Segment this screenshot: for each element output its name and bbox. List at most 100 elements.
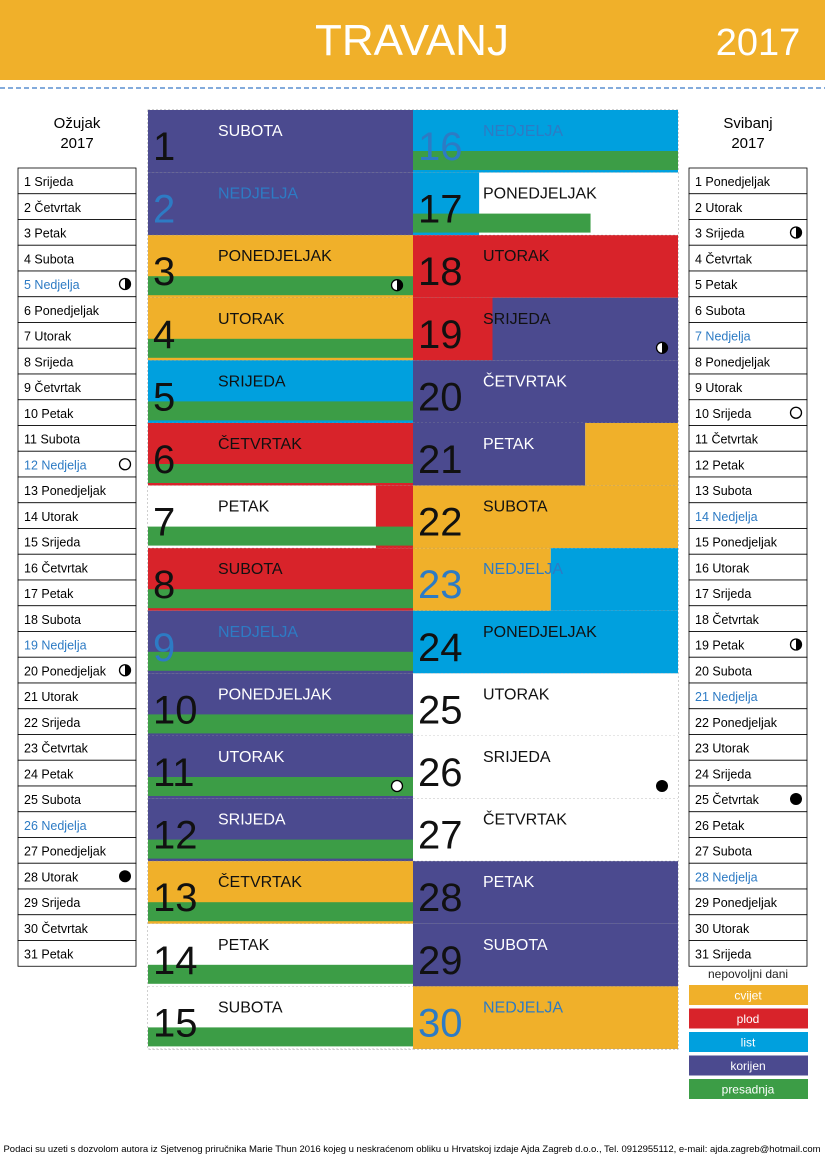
side-day-cell [17, 682, 137, 710]
day-fill [413, 235, 678, 298]
side-day: 5 Petak [695, 278, 738, 292]
side-day: 5 Nedjelja [24, 278, 80, 292]
side-day: 18 Četvrtak [695, 612, 760, 627]
side-day-cell [17, 193, 137, 220]
side-day-cell [688, 219, 808, 246]
day-name: SRIJEDA [483, 749, 551, 766]
side-day: 12 Petak [695, 458, 745, 472]
day-number: 11 [153, 751, 195, 795]
day-number: 5 [153, 375, 175, 419]
side-day: 4 Subota [24, 252, 74, 266]
moon [789, 406, 803, 419]
side-day: 1 Ponedjeljak [695, 175, 771, 189]
legend-label: list [741, 1036, 756, 1050]
side-day: 8 Ponedjeljak [695, 355, 771, 369]
transplant-bar [148, 526, 413, 546]
side-day-cell [17, 940, 137, 967]
side-day: 16 Četvrtak [24, 560, 89, 575]
day-number: 8 [153, 563, 175, 607]
transplant-bar [148, 839, 413, 859]
day-name: PONEDJELJAK [218, 248, 332, 265]
side-day: 22 Ponedjeljak [695, 716, 778, 730]
side-day: 3 Petak [24, 227, 67, 241]
side-day: 28 Utorak [24, 870, 79, 884]
side-day: 16 Utorak [695, 561, 750, 575]
side-day-cell [688, 579, 808, 607]
side-day-cell [17, 167, 137, 195]
side-day-cell [17, 553, 137, 581]
moon [390, 779, 404, 793]
day-name: ČETVRTAK [218, 872, 302, 891]
day-name: PONEDJELJAK [483, 624, 597, 641]
day-name: UTORAK [218, 749, 285, 766]
moon-half [796, 639, 802, 650]
day-fill [413, 673, 678, 736]
side-day: 31 Petak [24, 948, 74, 962]
legend-title: nepovoljni dani [708, 967, 788, 981]
day-number: 2 [153, 188, 175, 232]
side-day-cell [688, 785, 808, 813]
day-name: UTORAK [483, 686, 550, 703]
day-number: 1 [153, 125, 175, 169]
day-number: 20 [418, 375, 463, 419]
day-name: ČETVRTAK [483, 371, 567, 390]
legend-label: plod [737, 1012, 760, 1026]
side-day-cell [17, 862, 137, 890]
side-day-cell [688, 605, 808, 632]
moon-half [125, 664, 131, 676]
month-title: TRAVANJ [315, 16, 509, 65]
side-day: 27 Subota [695, 845, 752, 859]
side-day: 22 Srijeda [24, 716, 80, 730]
side-day-cell [688, 450, 808, 478]
day-number: 9 [153, 626, 175, 670]
side-day: 24 Petak [24, 767, 74, 781]
side-day: 29 Ponedjeljak [695, 896, 778, 910]
day-name: SUBOTA [218, 123, 283, 140]
legend-label: cvijet [734, 989, 762, 1003]
transplant-bar [148, 777, 413, 796]
header-band [0, 0, 825, 80]
side-day-cell [688, 270, 808, 298]
side-day: 6 Subota [695, 304, 745, 318]
day-name: ČETVRTAK [218, 434, 302, 453]
day-number: 21 [418, 438, 463, 482]
side-day-cell [17, 759, 137, 787]
side-day: 11 Subota [24, 433, 80, 447]
side-day-cell [17, 399, 137, 426]
transplant-bar [148, 276, 413, 296]
moon-full [656, 780, 668, 792]
day-name: UTORAK [218, 311, 285, 328]
day-name: SUBOTA [218, 561, 283, 578]
side-day-cell [688, 502, 808, 529]
legend-swatch [689, 1032, 808, 1052]
transplant-bar [413, 151, 678, 170]
day-number: 10 [153, 688, 198, 732]
side-day-cell [17, 296, 137, 323]
side-day-cell [688, 862, 808, 890]
side-day: 30 Utorak [695, 922, 750, 936]
day-name: NEDJELJA [483, 561, 563, 578]
footer-note: Podaci su uzeti s dozvolom autora iz Sje… [3, 1144, 820, 1155]
transplant-bar [148, 401, 413, 421]
side-day: 24 Srijeda [695, 767, 751, 781]
side-day-cell [17, 605, 137, 632]
legend-label: presadnja [722, 1083, 775, 1097]
day-fill [413, 548, 551, 611]
day-number: 3 [153, 250, 175, 294]
transplant-bar [148, 714, 413, 734]
day-fill [585, 423, 678, 486]
legend-label: korijen [730, 1059, 765, 1073]
side-day-cell [17, 837, 137, 864]
side-day-cell [17, 244, 137, 272]
day-fill [413, 986, 678, 1049]
day-fill [148, 172, 413, 236]
day-name: SRIJEDA [218, 812, 286, 829]
side-day: 23 Četvrtak [24, 741, 89, 756]
side-month-year: 2017 [60, 135, 93, 152]
day-fill [413, 861, 678, 924]
side-day: 29 Srijeda [24, 896, 80, 910]
side-day: 23 Utorak [695, 742, 750, 756]
side-day: 19 Nedjelja [24, 639, 87, 653]
side-day-cell [17, 425, 137, 452]
